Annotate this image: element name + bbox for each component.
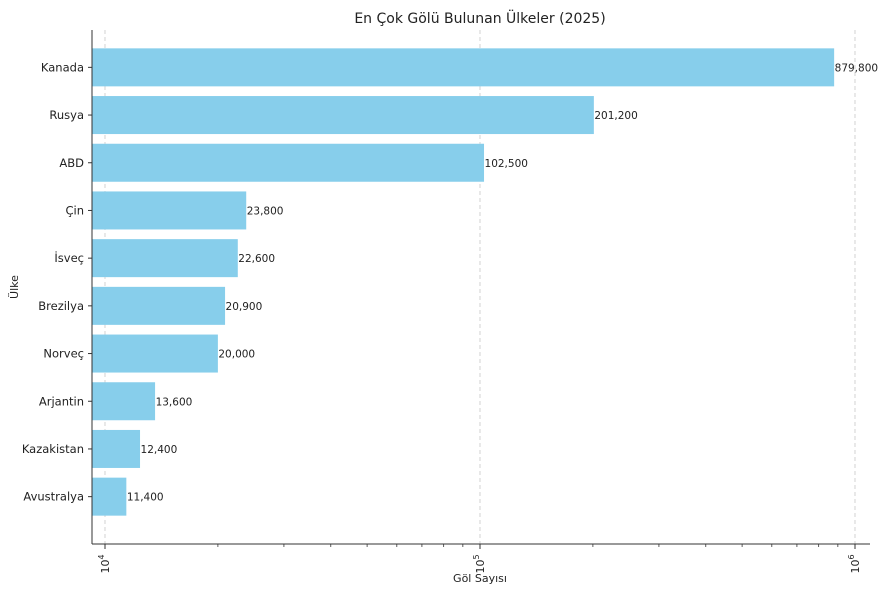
x-tick-label: 104 xyxy=(97,554,112,573)
x-ticks: 104 105 106 xyxy=(97,544,862,574)
y-axis-label: Ülke xyxy=(8,275,21,299)
bar xyxy=(92,191,247,230)
y-tick-label: Arjantin xyxy=(39,394,84,408)
y-tick-label: Brezilya xyxy=(38,299,84,313)
y-tick-labels: Kanada Rusya ABD Çin İsveç Brezilya Norveç Arja… xyxy=(22,60,92,504)
bar xyxy=(92,334,218,373)
bar-value-label: 12,400 xyxy=(141,444,178,456)
bar xyxy=(92,96,594,135)
y-tick-label: Rusya xyxy=(49,108,84,122)
bar xyxy=(92,477,127,516)
chart-title: En Çok Gölü Bulunan Ülkeler (2025) xyxy=(354,9,605,27)
bar-value-label: 11,400 xyxy=(127,492,164,504)
bar-value-label: 13,600 xyxy=(156,396,193,408)
bar xyxy=(92,143,485,182)
bar xyxy=(92,286,226,325)
bar xyxy=(92,239,238,278)
bar-value-label: 102,500 xyxy=(485,158,528,170)
y-tick-label: Avustralya xyxy=(23,490,84,504)
bar-value-label: 23,800 xyxy=(247,205,284,217)
y-tick-label: Kanada xyxy=(41,60,84,74)
y-tick-label: Çin xyxy=(65,203,84,217)
y-tick-label: İsveç xyxy=(54,250,84,265)
bar-value-label: 22,600 xyxy=(238,253,275,265)
bar xyxy=(92,382,156,421)
bar-value-label: 20,000 xyxy=(218,349,255,361)
y-tick-label: Kazakistan xyxy=(22,442,84,456)
bar xyxy=(92,48,835,87)
bar-value-label: 201,200 xyxy=(594,110,637,122)
y-tick-label: ABD xyxy=(59,156,84,170)
bar-value-label: 879,800 xyxy=(835,62,878,74)
bars xyxy=(92,48,835,516)
x-tick-label: 105 xyxy=(472,554,487,573)
bar-value-label: 20,900 xyxy=(226,301,263,313)
bar-labels: 879,800 201,200 102,500 23,800 22,600 20,900 2… xyxy=(127,62,878,503)
y-tick-label: Norveç xyxy=(43,347,84,361)
x-axis-label: Göl Sayısı xyxy=(453,572,507,585)
x-tick-label: 106 xyxy=(847,554,862,573)
bar xyxy=(92,429,141,468)
